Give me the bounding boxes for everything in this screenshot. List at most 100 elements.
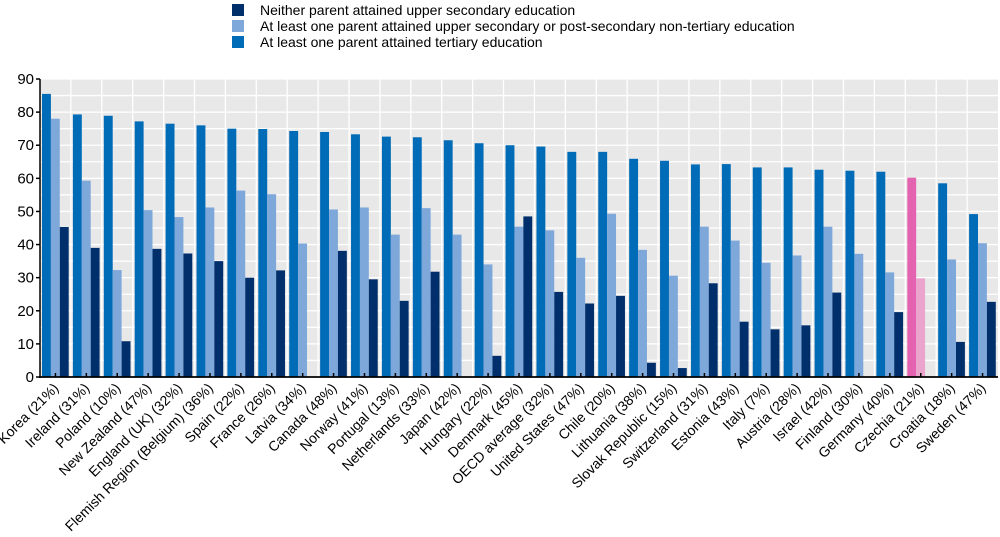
bar-neither bbox=[59, 227, 69, 377]
bar-neither bbox=[276, 270, 286, 377]
bar-neither bbox=[616, 295, 625, 377]
bar-upper-secondary bbox=[761, 262, 771, 377]
y-tick-label: 10 bbox=[17, 336, 34, 353]
bar-tertiary bbox=[443, 140, 453, 377]
bar-upper-secondary bbox=[607, 213, 617, 377]
bar-upper-secondary bbox=[483, 264, 493, 377]
legend-swatch-neither bbox=[232, 4, 244, 16]
bar-tertiary bbox=[134, 121, 144, 377]
bar-tertiary bbox=[814, 169, 824, 377]
bar-tertiary bbox=[598, 151, 608, 377]
bar-neither bbox=[399, 300, 409, 377]
x-axis-labels: Korea (21%)Ireland (31%)Poland (10%)New … bbox=[0, 373, 989, 534]
legend-item-tertiary: At least one parent attained tertiary ed… bbox=[232, 34, 795, 50]
bar-upper-secondary bbox=[638, 249, 647, 377]
legend-label-upper-secondary: At least one parent attained upper secon… bbox=[260, 18, 795, 34]
y-tick-label: 0 bbox=[26, 369, 34, 386]
bar-upper-secondary bbox=[112, 270, 122, 377]
bar-neither bbox=[90, 247, 100, 377]
bar-tertiary bbox=[567, 151, 577, 377]
bar-upper-secondary bbox=[514, 226, 524, 377]
bar-neither bbox=[955, 341, 965, 377]
y-tick-label: 50 bbox=[17, 203, 34, 220]
bar-neither bbox=[183, 253, 193, 377]
bar-tertiary bbox=[536, 146, 546, 377]
bar-tertiary bbox=[320, 131, 330, 377]
bar-neither bbox=[770, 329, 780, 377]
y-tick-label: 80 bbox=[17, 104, 34, 121]
bar-neither bbox=[523, 216, 533, 377]
bar-upper-secondary bbox=[730, 240, 740, 377]
bar-upper-secondary bbox=[421, 208, 431, 377]
bar-upper-secondary bbox=[668, 275, 678, 377]
y-tick-label: 60 bbox=[17, 170, 34, 187]
y-tick-label: 20 bbox=[17, 303, 34, 320]
bar-upper-secondary bbox=[236, 190, 246, 377]
y-tick-label: 70 bbox=[17, 137, 34, 154]
bar-neither bbox=[646, 362, 656, 377]
bar-tertiary bbox=[227, 128, 237, 377]
chart-legend: Neither parent attained upper secondary … bbox=[232, 2, 795, 50]
bar-upper-secondary bbox=[823, 226, 833, 377]
bar-neither bbox=[832, 292, 842, 377]
bar-tertiary bbox=[938, 183, 948, 377]
bar-tertiary bbox=[907, 177, 917, 377]
bar-neither bbox=[430, 271, 440, 377]
bar-neither bbox=[677, 368, 687, 377]
bar-tertiary bbox=[42, 93, 51, 378]
bar-tertiary bbox=[474, 143, 484, 377]
bar-upper-secondary bbox=[977, 243, 987, 377]
legend-swatch-tertiary bbox=[232, 36, 244, 48]
bar-tertiary bbox=[629, 158, 639, 377]
legend-item-upper-secondary: At least one parent attained upper secon… bbox=[232, 18, 795, 34]
bar-tertiary bbox=[412, 137, 422, 377]
bar-tertiary bbox=[72, 114, 82, 377]
bar-upper-secondary bbox=[359, 207, 369, 377]
bar-tertiary bbox=[196, 125, 206, 377]
y-tick-label: 30 bbox=[17, 270, 34, 287]
bar-tertiary bbox=[969, 214, 978, 377]
bar-neither bbox=[121, 341, 131, 377]
bar-tertiary bbox=[721, 164, 731, 377]
bar-tertiary bbox=[845, 170, 855, 377]
bar-tertiary bbox=[381, 136, 391, 377]
legend-swatch-upper-secondary bbox=[232, 20, 244, 32]
bar-neither bbox=[739, 321, 749, 377]
bar-upper-secondary bbox=[390, 234, 400, 377]
bar-upper-secondary bbox=[545, 230, 555, 377]
bar-neither bbox=[585, 303, 595, 377]
bar-upper-secondary bbox=[81, 180, 91, 377]
bar-neither bbox=[492, 355, 502, 377]
bar-upper-secondary bbox=[699, 226, 709, 377]
bar-tertiary bbox=[165, 123, 175, 377]
y-axis-ticks: 0 10 20 30 40 50 60 70 80 90 bbox=[17, 71, 40, 386]
bar-tertiary bbox=[258, 128, 268, 377]
bar-tertiary bbox=[289, 130, 299, 377]
bar-neither bbox=[554, 291, 564, 377]
y-tick-label: 90 bbox=[17, 71, 34, 88]
bar-upper-secondary bbox=[205, 207, 215, 377]
bar-neither bbox=[337, 250, 347, 377]
bar-neither bbox=[368, 279, 378, 377]
bar-neither bbox=[986, 301, 996, 377]
bar-upper-secondary bbox=[452, 234, 462, 377]
legend-label-tertiary: At least one parent attained tertiary ed… bbox=[260, 34, 543, 50]
bar-upper-secondary bbox=[916, 278, 926, 377]
legend-item-neither: Neither parent attained upper secondary … bbox=[232, 2, 795, 18]
bar-neither bbox=[214, 261, 224, 377]
bar-upper-secondary bbox=[174, 217, 184, 377]
bar-tertiary bbox=[103, 115, 113, 378]
bar-neither bbox=[152, 248, 162, 377]
bar-neither bbox=[245, 277, 255, 377]
bar-tertiary bbox=[351, 134, 360, 377]
bar-neither bbox=[708, 283, 718, 377]
bar-neither bbox=[801, 325, 811, 377]
bar-upper-secondary bbox=[947, 259, 956, 377]
bar-upper-secondary bbox=[329, 209, 338, 377]
bar-upper-secondary bbox=[267, 194, 277, 377]
legend-label-neither: Neither parent attained upper secondary … bbox=[260, 2, 576, 18]
bar-tertiary bbox=[876, 171, 886, 377]
bar-tertiary bbox=[752, 167, 762, 377]
bar-tertiary bbox=[505, 145, 515, 377]
